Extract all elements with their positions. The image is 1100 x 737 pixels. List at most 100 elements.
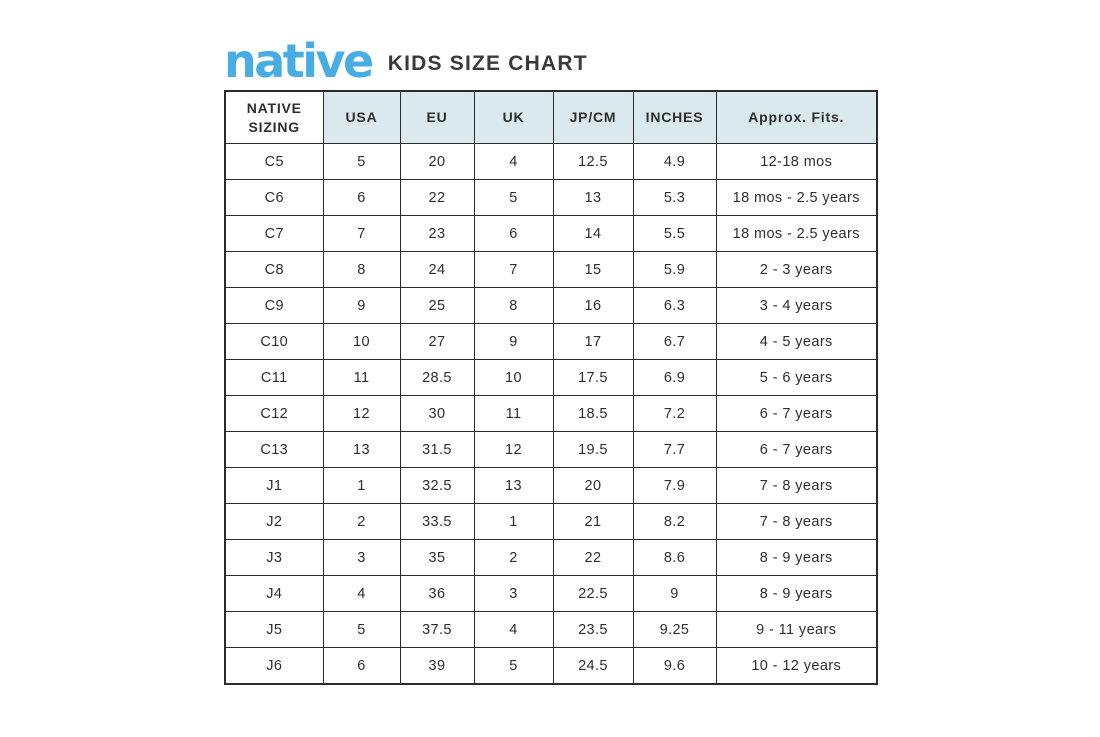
content-area: native KIDS SIZE CHART NATIVE SIZING USA E…	[224, 33, 878, 685]
value-cell: 6.3	[632, 287, 717, 324]
row-label-cell: J2	[224, 503, 324, 540]
table-row: C10 10 27 9 17 6.7 4 - 5 years	[224, 323, 878, 360]
value-cell: 21	[552, 503, 634, 540]
row-label-cell: J6	[224, 647, 324, 685]
value-cell: 3	[473, 575, 554, 612]
column-header: Approx. Fits.	[715, 90, 878, 144]
value-cell: 17.5	[552, 359, 634, 396]
table-row: J5 5 37.5 4 23.5 9.25 9 - 11 years	[224, 611, 878, 648]
value-cell: 4	[473, 611, 554, 648]
table-body: C5 5 20 4 12.5 4.9 12-18 mos C6 6 22 5 13 5.3 18 mos …	[224, 143, 878, 685]
value-cell: 8.2	[632, 503, 717, 540]
value-cell: 1	[322, 467, 401, 504]
value-cell: 9.25	[632, 611, 717, 648]
value-cell: 3 - 4 years	[715, 287, 878, 324]
value-cell: 35	[399, 539, 475, 576]
table-row: J2 2 33.5 1 21 8.2 7 - 8 years	[224, 503, 878, 540]
row-label-cell: J3	[224, 539, 324, 576]
value-cell: 7.2	[632, 395, 717, 432]
row-label-cell: J4	[224, 575, 324, 612]
value-cell: 23	[399, 215, 475, 252]
value-cell: 5	[322, 143, 401, 180]
value-cell: 24.5	[552, 647, 634, 685]
row-label-cell: J1	[224, 467, 324, 504]
row-label-cell: C12	[224, 395, 324, 432]
value-cell: 13	[552, 179, 634, 216]
value-cell: 23.5	[552, 611, 634, 648]
value-cell: 16	[552, 287, 634, 324]
column-header: UK	[473, 90, 554, 144]
value-cell: 6	[473, 215, 554, 252]
value-cell: 32.5	[399, 467, 475, 504]
table-row: C9 9 25 8 16 6.3 3 - 4 years	[224, 287, 878, 324]
value-cell: 7	[322, 215, 401, 252]
value-cell: 6	[322, 647, 401, 685]
table-row: C6 6 22 5 13 5.3 18 mos - 2.5 years	[224, 179, 878, 216]
row-label-cell: C11	[224, 359, 324, 396]
column-header: USA	[322, 90, 401, 144]
value-cell: 7 - 8 years	[715, 467, 878, 504]
value-cell: 4 - 5 years	[715, 323, 878, 360]
table-row: J4 4 36 3 22.5 9 8 - 9 years	[224, 575, 878, 612]
value-cell: 15	[552, 251, 634, 288]
value-cell: 22.5	[552, 575, 634, 612]
value-cell: 10 - 12 years	[715, 647, 878, 685]
native-logo: native	[224, 33, 374, 88]
value-cell: 4.9	[632, 143, 717, 180]
value-cell: 22	[552, 539, 634, 576]
row-label-cell: J5	[224, 611, 324, 648]
value-cell: 2	[322, 503, 401, 540]
table-row: J1 1 32.5 13 20 7.9 7 - 8 years	[224, 467, 878, 504]
value-cell: 36	[399, 575, 475, 612]
size-chart-table: NATIVE SIZING USA EU UK JP/CM INCHES Approx. F…	[224, 90, 878, 685]
column-header: EU	[399, 90, 475, 144]
column-header: NATIVE SIZING	[224, 90, 324, 144]
table-header: NATIVE SIZING USA EU UK JP/CM INCHES Approx. F…	[224, 90, 878, 144]
column-header: INCHES	[632, 90, 717, 144]
value-cell: 6 - 7 years	[715, 395, 878, 432]
row-label-cell: C6	[224, 179, 324, 216]
value-cell: 9	[322, 287, 401, 324]
value-cell: 8.6	[632, 539, 717, 576]
row-label-cell: C13	[224, 431, 324, 468]
table-row: C11 11 28.5 10 17.5 6.9 5 - 6 years	[224, 359, 878, 396]
value-cell: 5.9	[632, 251, 717, 288]
value-cell: 7 - 8 years	[715, 503, 878, 540]
value-cell: 12.5	[552, 143, 634, 180]
value-cell: 30	[399, 395, 475, 432]
value-cell: 5.5	[632, 215, 717, 252]
value-cell: 10	[322, 323, 401, 360]
value-cell: 12	[322, 395, 401, 432]
column-header: JP/CM	[552, 90, 634, 144]
value-cell: 6.9	[632, 359, 717, 396]
value-cell: 20	[552, 467, 634, 504]
value-cell: 7	[473, 251, 554, 288]
table-row: C7 7 23 6 14 5.5 18 mos - 2.5 years	[224, 215, 878, 252]
value-cell: 13	[473, 467, 554, 504]
value-cell: 6.7	[632, 323, 717, 360]
value-cell: 6 - 7 years	[715, 431, 878, 468]
value-cell: 7.7	[632, 431, 717, 468]
value-cell: 5 - 6 years	[715, 359, 878, 396]
value-cell: 8 - 9 years	[715, 575, 878, 612]
row-label-cell: C7	[224, 215, 324, 252]
value-cell: 8	[473, 287, 554, 324]
value-cell: 11	[473, 395, 554, 432]
value-cell: 1	[473, 503, 554, 540]
value-cell: 4	[322, 575, 401, 612]
page-title: KIDS SIZE CHART	[387, 52, 588, 75]
table-row: J6 6 39 5 24.5 9.6 10 - 12 years	[224, 647, 878, 685]
value-cell: 24	[399, 251, 475, 288]
value-cell: 5	[473, 179, 554, 216]
value-cell: 31.5	[399, 431, 475, 468]
value-cell: 8	[322, 251, 401, 288]
table-row: C13 13 31.5 12 19.5 7.7 6 - 7 years	[224, 431, 878, 468]
value-cell: 9	[632, 575, 717, 612]
value-cell: 22	[399, 179, 475, 216]
value-cell: 3	[322, 539, 401, 576]
value-cell: 5	[322, 611, 401, 648]
table-row: C8 8 24 7 15 5.9 2 - 3 years	[224, 251, 878, 288]
value-cell: 12-18 mos	[715, 143, 878, 180]
table-row: J3 3 35 2 22 8.6 8 - 9 years	[224, 539, 878, 576]
row-label-cell: C10	[224, 323, 324, 360]
